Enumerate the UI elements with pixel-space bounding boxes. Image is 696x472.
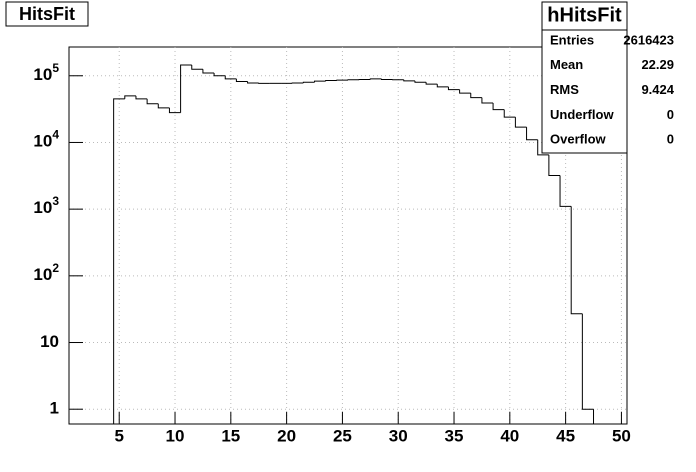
y-tick-exponent: 4 bbox=[52, 128, 59, 142]
y-tick-base: 10 bbox=[33, 65, 52, 84]
histogram-bin bbox=[537, 139, 549, 156]
histogram-bin bbox=[380, 78, 393, 80]
histogram-bin bbox=[224, 75, 237, 80]
stats-box bbox=[541, 1, 628, 154]
y-tick-label: 1 bbox=[50, 399, 59, 418]
histogram-bin bbox=[581, 313, 594, 410]
x-tick-label: 40 bbox=[500, 426, 519, 445]
histogram-bin bbox=[314, 80, 326, 83]
histogram-bin bbox=[459, 89, 471, 94]
y-tick-exponent: 5 bbox=[52, 61, 59, 75]
histogram-bin bbox=[302, 81, 315, 83]
stats-value: 0 bbox=[667, 132, 674, 147]
histogram-bin bbox=[526, 127, 538, 141]
histogram-bin bbox=[191, 65, 203, 70]
y-tick-base: 10 bbox=[33, 132, 52, 151]
histogram-bin bbox=[425, 82, 438, 85]
histogram-bin bbox=[247, 81, 259, 84]
y-tick-label: 105 bbox=[33, 61, 59, 84]
stats-title: hHitsFit bbox=[547, 4, 622, 26]
histogram-bin bbox=[369, 78, 382, 80]
histogram-bin bbox=[235, 78, 248, 83]
histogram-bin bbox=[514, 117, 527, 128]
histogram-bin bbox=[202, 69, 215, 74]
y-tick-exponent: 3 bbox=[52, 194, 59, 208]
histogram-bin bbox=[146, 98, 159, 105]
histogram-bin bbox=[180, 64, 192, 113]
x-tick-label: 20 bbox=[277, 426, 296, 445]
histogram-bin bbox=[481, 97, 494, 104]
x-tick-label: 50 bbox=[612, 426, 631, 445]
histogram-bin bbox=[593, 409, 605, 425]
histogram-bin bbox=[157, 103, 170, 109]
y-tick-exponent: 2 bbox=[52, 261, 59, 275]
stats-label: Underflow bbox=[550, 107, 614, 122]
x-tick-label: 30 bbox=[389, 426, 408, 445]
x-tick-label: 15 bbox=[221, 426, 240, 445]
stats-label: Overflow bbox=[550, 132, 607, 147]
histogram-bin bbox=[570, 206, 583, 315]
stats-value: 0 bbox=[667, 107, 674, 122]
x-tick-label: 10 bbox=[166, 426, 185, 445]
title-box bbox=[5, 1, 89, 27]
stats-value: 22.29 bbox=[641, 57, 674, 72]
histogram-bin bbox=[168, 107, 181, 114]
stats-label: Mean bbox=[550, 57, 583, 72]
histogram-bin bbox=[414, 80, 427, 83]
y-tick-base: 10 bbox=[33, 199, 52, 218]
y-tick-base: 10 bbox=[33, 265, 52, 284]
histogram-bin bbox=[559, 175, 572, 207]
histogram-bin bbox=[135, 95, 148, 100]
histogram-bin bbox=[403, 79, 415, 82]
y-tick-label: 104 bbox=[33, 128, 59, 151]
stats-value: 2616423 bbox=[623, 32, 674, 47]
x-tick-label: 45 bbox=[556, 426, 575, 445]
stats-value: 9.424 bbox=[641, 82, 674, 97]
x-tick-label: 25 bbox=[333, 426, 352, 445]
histogram-bin bbox=[470, 93, 482, 99]
histogram-bin bbox=[447, 86, 460, 91]
histogram-bin bbox=[113, 98, 125, 424]
frame bbox=[68, 46, 628, 425]
histogram-bin bbox=[124, 95, 136, 99]
histogram-bin bbox=[436, 84, 449, 88]
x-tick-label: 35 bbox=[445, 426, 464, 445]
histogram-bin bbox=[213, 73, 226, 77]
y-tick-label: 102 bbox=[33, 261, 59, 284]
histogram-bin bbox=[548, 154, 561, 176]
x-tick-label: 5 bbox=[114, 426, 123, 445]
chart-title: HitsFit bbox=[19, 4, 75, 24]
stats-label: RMS bbox=[550, 82, 579, 97]
y-tick-label: 103 bbox=[33, 194, 59, 217]
y-tick-label: 10 bbox=[40, 332, 59, 351]
histogram-bin bbox=[503, 109, 516, 118]
histogram-bin bbox=[325, 79, 337, 82]
histogram-bin bbox=[492, 103, 505, 111]
stats-label: Entries bbox=[550, 32, 594, 47]
